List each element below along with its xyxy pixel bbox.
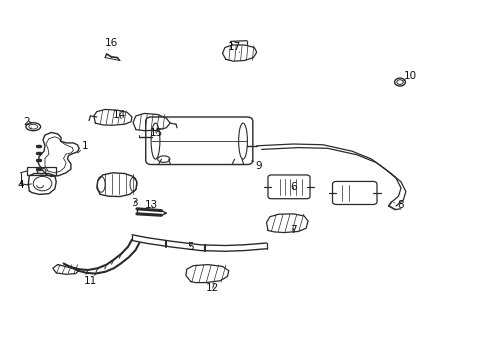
Text: 2: 2 (23, 117, 30, 127)
Bar (27, 167, 56, 175)
Text: 3: 3 (131, 198, 138, 208)
Text: 6: 6 (289, 182, 296, 192)
Text: 15: 15 (149, 128, 163, 138)
Text: 10: 10 (404, 71, 416, 81)
Text: 13: 13 (144, 200, 158, 210)
Text: 9: 9 (255, 161, 262, 171)
Text: 4: 4 (17, 180, 24, 190)
Text: 5: 5 (187, 242, 194, 252)
Text: 12: 12 (205, 283, 219, 293)
Text: 8: 8 (397, 200, 404, 210)
Text: 16: 16 (104, 38, 118, 48)
Text: 1: 1 (82, 141, 89, 151)
Text: 11: 11 (83, 276, 97, 286)
Text: 17: 17 (227, 42, 241, 52)
Text: 7: 7 (289, 225, 296, 235)
Text: 14: 14 (113, 110, 126, 120)
